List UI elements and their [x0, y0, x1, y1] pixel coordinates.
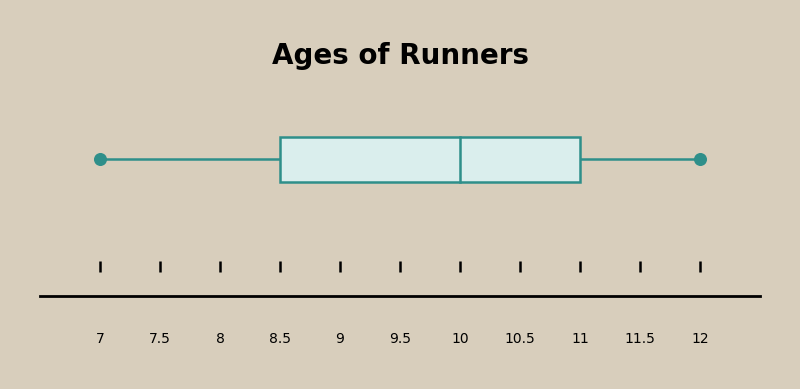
Title: Ages of Runners: Ages of Runners: [271, 42, 529, 70]
Point: [694, 156, 706, 163]
Bar: [280, 137, 580, 182]
Point: [94, 156, 106, 163]
